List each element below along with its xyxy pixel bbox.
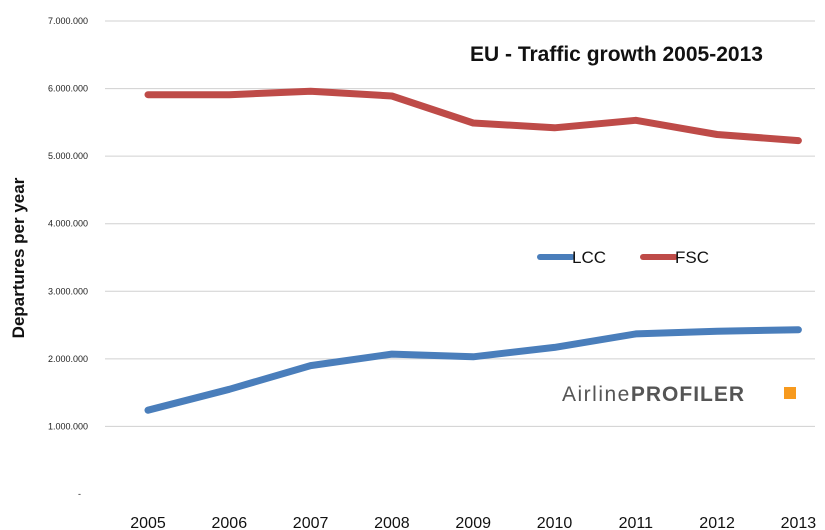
watermark-text-profiler: PROFILER xyxy=(631,383,745,406)
x-tick-label: 2006 xyxy=(212,515,248,530)
series-line-lcc xyxy=(144,326,802,414)
svg-text:AirlinePROFILER: AirlinePROFILER xyxy=(562,383,745,406)
x-tick-label: 2005 xyxy=(130,515,166,530)
y-tick-label: 3.000.000 xyxy=(48,286,88,296)
x-tick-label: 2009 xyxy=(455,515,491,530)
grid-lines xyxy=(105,20,815,427)
x-axis-ticks: 2005 2006 2007 2008 2009 2010 2011 2012 2013 xyxy=(130,515,816,530)
y-axis-ticks: 7.000.000 6.000.000 5.000.000 4.000.000 3.00… xyxy=(48,16,88,499)
watermark-logo: AirlinePROFILER xyxy=(562,383,796,406)
series-line-fsc xyxy=(144,87,802,145)
x-tick-label: 2011 xyxy=(619,515,654,530)
y-tick-label: - xyxy=(78,489,81,499)
y-tick-label: 4.000.000 xyxy=(48,219,88,229)
legend: LCC FSC xyxy=(537,248,709,267)
x-tick-label: 2012 xyxy=(699,515,735,530)
legend-label-lcc: LCC xyxy=(572,248,606,267)
watermark-text-airline: Airline xyxy=(562,383,631,406)
chart-title: EU - Traffic growth 2005-2013 xyxy=(470,43,763,66)
y-tick-label: 1.000.000 xyxy=(48,421,88,431)
y-tick-label: 7.000.000 xyxy=(48,16,88,26)
y-tick-label: 5.000.000 xyxy=(48,151,88,161)
x-tick-label: 2008 xyxy=(374,515,410,530)
y-tick-label: 6.000.000 xyxy=(48,84,88,94)
x-tick-label: 2007 xyxy=(293,515,329,530)
legend-label-fsc: FSC xyxy=(675,248,709,267)
y-tick-label: 2.000.000 xyxy=(48,354,88,364)
x-tick-label: 2010 xyxy=(537,515,573,530)
watermark-square-icon xyxy=(784,387,796,399)
x-tick-label: 2013 xyxy=(781,515,817,530)
y-axis-label: Departures per year xyxy=(9,177,28,338)
series-lines xyxy=(144,87,802,414)
